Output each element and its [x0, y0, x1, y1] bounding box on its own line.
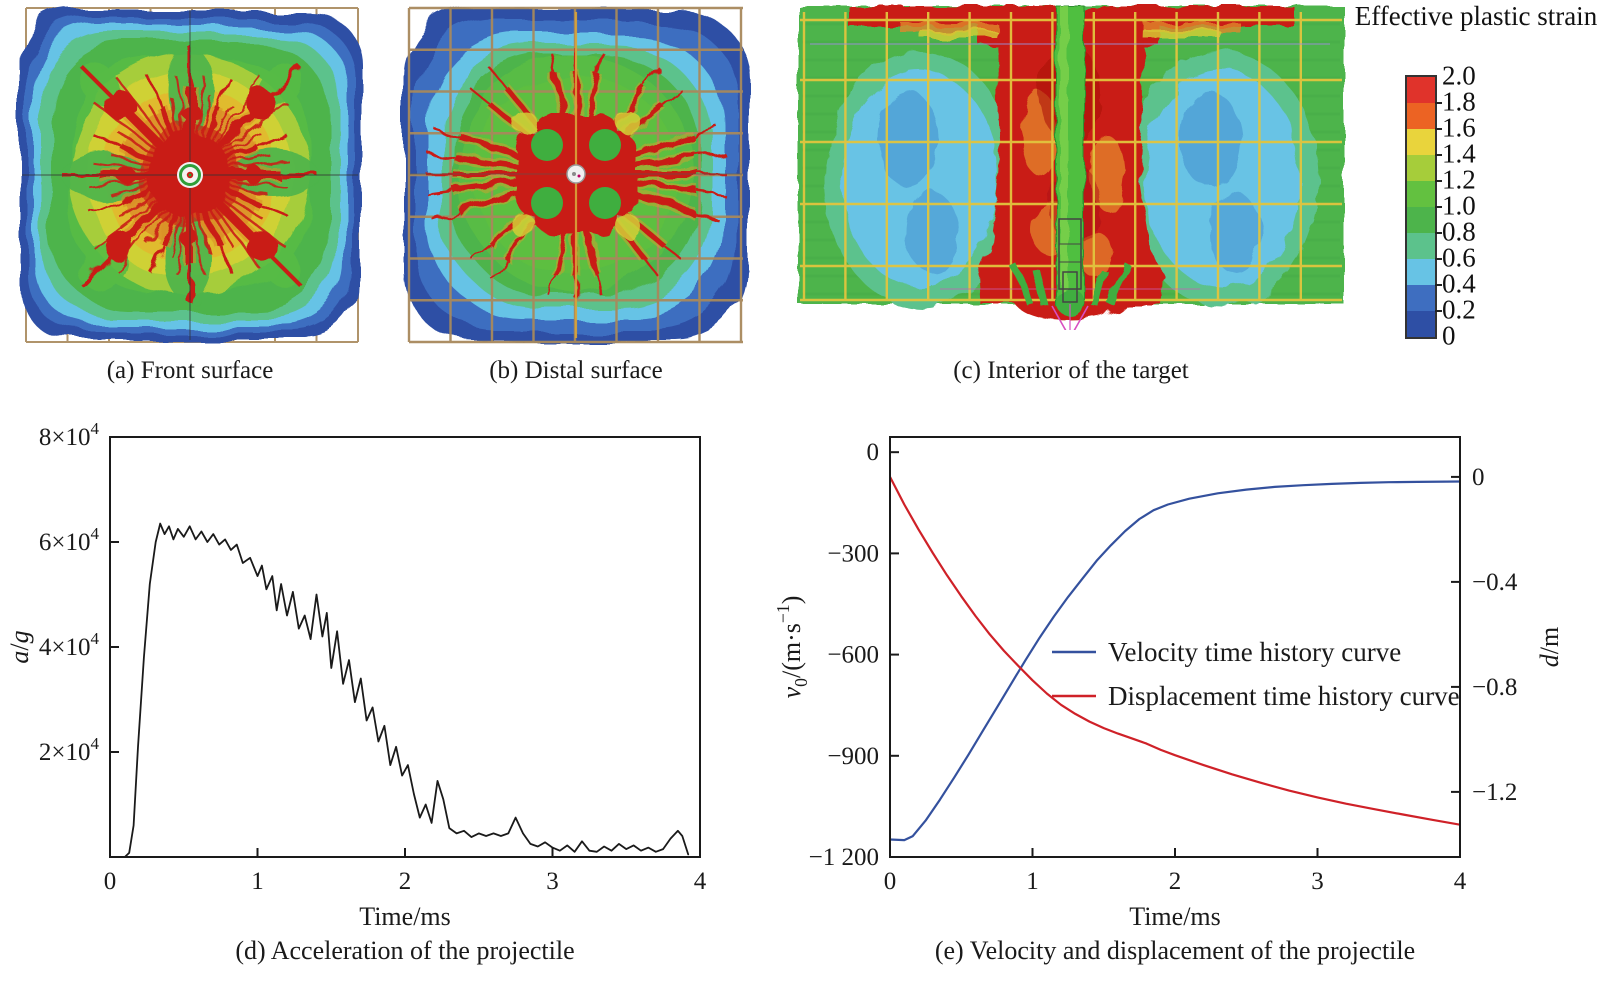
contour-panel-distal-surface: [400, 4, 752, 346]
colorbar-segment: [1407, 259, 1435, 285]
series-line-acceleration: [123, 522, 690, 857]
colorbar-segment: [1407, 155, 1435, 181]
caption-panel-b: (b) Distal surface: [489, 357, 663, 384]
series-group: [123, 522, 690, 857]
projectile-outline: [1058, 218, 1082, 303]
splash-legs: [1008, 262, 1132, 307]
colorbar-tick-label: 1.8: [1442, 86, 1476, 117]
colorbar-tick-label: 0.6: [1442, 242, 1476, 273]
colorbar-segment: [1407, 103, 1435, 129]
colorbar-tick-label: 1.6: [1442, 112, 1476, 143]
colorbar-tick-label: 0.4: [1442, 268, 1476, 299]
perforation-hole: [177, 162, 203, 188]
colorbar-tick-label: 1.4: [1442, 138, 1476, 169]
x-tick-label: 2: [1169, 868, 1182, 895]
x-tick-label: 3: [1311, 868, 1324, 895]
series-group: [890, 475, 1460, 842]
colorbar-tick-mark: [1435, 232, 1442, 234]
colorbar-tick-label: 0: [1442, 320, 1456, 351]
colorbar-title: Effective plastic strain: [1354, 1, 1598, 31]
x-axis-title: Time/ms: [359, 902, 451, 931]
caption-panel-c: (c) Interior of the target: [953, 357, 1189, 384]
colorbar-tick-mark: [1435, 258, 1442, 260]
y-left-axis-title: v0/(m·s−1): [773, 596, 811, 699]
y-right-tick-label: −0.4: [1472, 569, 1518, 596]
colorbar-segment: [1407, 77, 1435, 103]
perforation-hole: [566, 164, 586, 184]
x-tick-label: 3: [546, 868, 559, 895]
y-left-tick-label: −300: [827, 540, 879, 567]
plot-frame: [109, 436, 701, 858]
x-tick-label: 1: [251, 868, 264, 895]
caption-chart-d: (d) Acceleration of the projectile: [235, 936, 575, 965]
colorbar-segment: [1407, 181, 1435, 207]
axis-ticks: [890, 451, 1460, 857]
colorbar-segment: [1407, 233, 1435, 259]
y-left-tick-label: −900: [827, 743, 879, 770]
y-left-axis-title: a/g: [5, 630, 34, 663]
colorbar-tick-label: 0.8: [1442, 216, 1476, 247]
colorbar-tick-mark: [1435, 284, 1442, 286]
y-left-tick-label: 0: [867, 439, 880, 466]
colorbar-segment: [1407, 311, 1435, 337]
colorbar-tick-label: 1.0: [1442, 190, 1476, 221]
colorbar-tick-mark: [1435, 206, 1442, 208]
chart-acceleration: 0 1 2 3 4 2×104 4×104 6×104 8×104 Time/ms a/g: [5, 420, 707, 931]
x-tick-label: 2: [399, 868, 412, 895]
axis-ticks: [110, 541, 554, 857]
colorbar-tick-mark: [1435, 180, 1442, 182]
y-left-tick-label: 8×104: [39, 420, 100, 451]
colorbar-tick-label: 1.2: [1442, 164, 1476, 195]
projectile-channel: [1055, 5, 1085, 316]
colorbar-segment: [1407, 207, 1435, 233]
colorbar-tick-mark: [1435, 128, 1442, 130]
colorbar: 2.0 1.8 1.6 1.4 1.2 1.0 0.8 0.6 0.4 0.2 0: [1398, 60, 1598, 351]
x-tick-label: 0: [104, 868, 117, 895]
colorbar-tick-mark: [1435, 310, 1442, 312]
colorbar-tick-mark: [1435, 102, 1442, 104]
contour-panel-interior: [790, 4, 1352, 330]
y-left-tick-label: −1 200: [809, 844, 879, 871]
colorbar-tick-label: 2.0: [1442, 60, 1476, 91]
caption-chart-e: (e) Velocity and displacement of the pro…: [934, 936, 1416, 965]
caption-panel-a: (a) Front surface: [106, 357, 274, 384]
series-line-velocity-time-history-curve: [890, 480, 1460, 842]
colorbar-segment: [1407, 129, 1435, 155]
colorbar-scale: [1405, 75, 1437, 339]
x-tick-label: 4: [1454, 868, 1467, 895]
contour-panel-front-surface: [14, 4, 366, 346]
x-tick-label: 1: [1026, 868, 1039, 895]
series-line-displacement-time-history-curve: [890, 475, 1460, 826]
colorbar-segment: [1407, 285, 1435, 311]
legend-label: Displacement time history curve: [1108, 681, 1460, 711]
x-axis-title: Time/ms: [1129, 902, 1221, 931]
legend: Velocity time history curve Displacement …: [1052, 637, 1460, 711]
y-left-tick-label: 6×104: [39, 524, 100, 556]
colorbar-tick-mark: [1435, 154, 1442, 156]
y-left-tick-label: 2×104: [39, 734, 100, 766]
projectile-tip-arrow: [1051, 304, 1089, 330]
colorbar-tick-label: 0.2: [1442, 294, 1476, 325]
legend-label: Velocity time history curve: [1108, 637, 1401, 667]
y-right-axis-title: d/m: [1535, 627, 1564, 667]
y-right-tick-label: 0: [1472, 464, 1485, 491]
green-pockets: [531, 129, 621, 219]
low-strain-zones: [824, 51, 1318, 307]
chart-velocity-displacement: 0 1 2 3 40−300−600−900−1 2000−0.4−0.8−1.2Tim…: [773, 436, 1564, 931]
y-right-tick-label: −0.8: [1472, 674, 1517, 701]
x-tick-label: 0: [884, 868, 897, 895]
y-right-tick-label: −1.2: [1472, 779, 1517, 806]
y-left-tick-label: −600: [827, 642, 879, 669]
y-left-tick-label: 4×104: [39, 629, 100, 661]
x-tick-label: 4: [694, 868, 707, 895]
